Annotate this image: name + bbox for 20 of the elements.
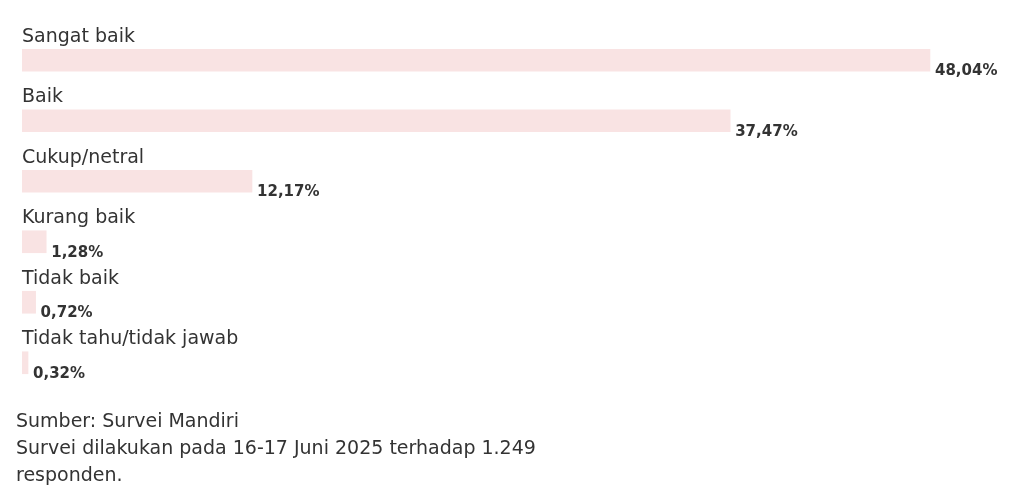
data-label: 1,28%	[51, 242, 104, 261]
text: Sumber: Survei Mandiri	[16, 408, 240, 433]
data-label: 37,47%	[735, 121, 798, 140]
data-label: 12,17%	[257, 182, 320, 201]
y-tick-label: Tidak tahu/tidak jawab	[21, 326, 239, 349]
bar	[22, 230, 47, 254]
bar	[22, 48, 931, 72]
data-label: 0,72%	[40, 303, 93, 322]
y-tick-label: Baik	[22, 84, 63, 107]
data-label: 0,32%	[33, 363, 86, 382]
text: Survei dilakukan pada 16-17 Juni 2025 terhadap 1.249 responden.	[16, 435, 537, 487]
bar	[22, 351, 29, 375]
bar	[22, 290, 36, 314]
y-tick-label: Kurang baik	[22, 205, 136, 228]
bar	[22, 109, 731, 133]
y-tick-label: Sangat baik	[22, 23, 135, 46]
bar	[22, 169, 253, 193]
data-label: 48,04%	[934, 61, 998, 80]
y-tick-label: Cukup/netral	[22, 144, 145, 167]
y-tick-label: Tidak baik	[21, 265, 120, 288]
